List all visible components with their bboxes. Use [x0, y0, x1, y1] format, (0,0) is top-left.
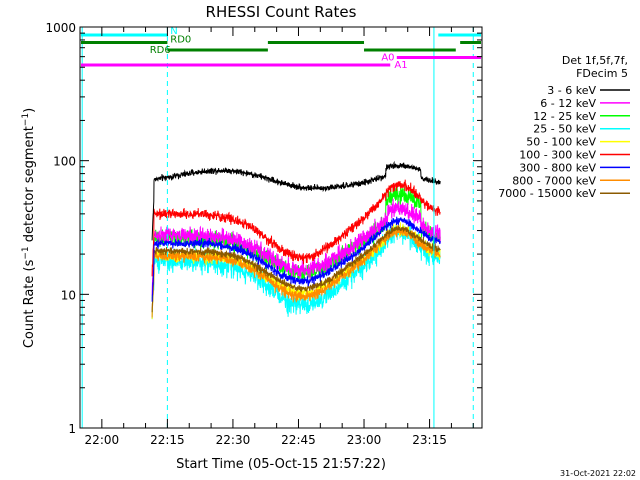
series-line-300-800-keV [151, 216, 441, 302]
legend-label: 12 - 25 keV [533, 110, 596, 123]
flag-label-rd6: RD6 [150, 45, 171, 56]
series-layer [151, 160, 441, 320]
series-line-100-300-keV [151, 179, 441, 277]
y-tick-label: 10 [61, 288, 76, 302]
y-axis-label: Count Rate (s−1 detector segment−1) [21, 108, 37, 348]
flag-label-rd0: RD0 [170, 35, 191, 46]
x-tick-label: 22:45 [281, 433, 316, 447]
flag-vertical-lines [81, 27, 474, 428]
legend-label: 300 - 800 keV [519, 161, 596, 174]
series-line-3-6-keV [151, 160, 441, 241]
y-axis-label-end: ) [22, 108, 37, 113]
series-line-25-50-keV [151, 223, 441, 320]
flag-label-n: N [170, 26, 177, 37]
footer-date: 31-Oct-2021 22:02 [560, 469, 636, 478]
series-line-6-12-keV [151, 198, 441, 296]
y-axis: 1 10 100 1000 [45, 21, 482, 436]
legend-header-line-1: Det 1f,5f,7f, [562, 54, 628, 67]
flag-label-a0: A0 [381, 53, 394, 64]
x-tick-label: 22:15 [150, 433, 185, 447]
x-tick-label: 23:15 [412, 433, 447, 447]
y-axis-label-sup2: −1 [21, 113, 31, 126]
x-tick-label: 22:00 [85, 433, 120, 447]
legend-label: 800 - 7000 keV [512, 174, 596, 187]
y-tick-label: 1000 [45, 21, 76, 35]
legend-header-line-2: FDecim 5 [576, 67, 628, 80]
legend-label: 50 - 100 keV [526, 136, 596, 149]
y-tick-label: 1 [68, 422, 76, 436]
flag-label-a1: A1 [394, 60, 407, 71]
legend-label: 100 - 300 keV [519, 149, 596, 162]
x-axis-label: Start Time (05-Oct-15 21:57:22) [176, 457, 386, 472]
chart-title: RHESSI Count Rates [206, 3, 357, 21]
legend-label: 3 - 6 keV [547, 84, 596, 97]
y-axis-label-main: Count Rate (s [22, 259, 37, 348]
x-tick-label: 23:00 [347, 433, 382, 447]
y-tick-label: 100 [53, 155, 76, 169]
x-axis: 22:00 22:15 22:30 22:45 23:00 23:15 [79, 27, 474, 447]
legend-label: 7000 - 15000 keV [498, 187, 596, 200]
series-line-7000-15000-keV [151, 225, 441, 313]
y-axis-label-mid: detector segment [22, 126, 37, 246]
x-tick-label: 22:30 [216, 433, 251, 447]
y-axis-label-sup1: −1 [21, 246, 31, 259]
plot-frame [79, 26, 483, 429]
legend-label: 25 - 50 keV [533, 123, 596, 136]
legend-label: 6 - 12 keV [540, 97, 596, 110]
